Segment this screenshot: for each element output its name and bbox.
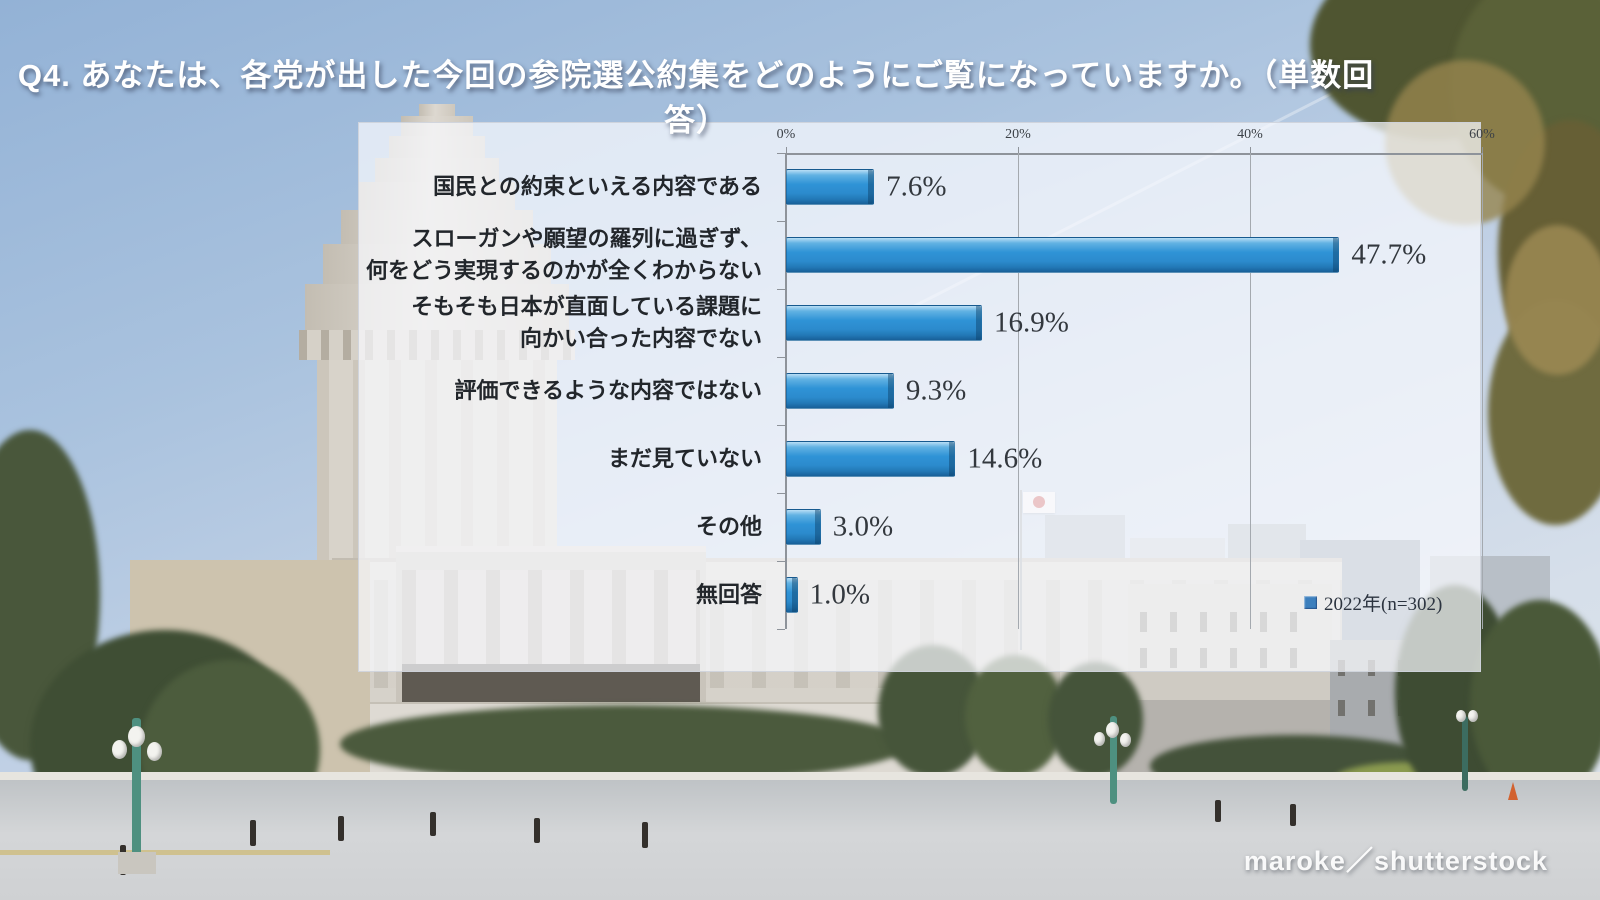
legend-label: 2022年(n=302) — [1324, 594, 1443, 615]
bollard — [338, 816, 344, 841]
value-label: 47.7% — [1351, 238, 1427, 271]
lamppost — [132, 718, 141, 858]
x-tick-label: 20% — [1005, 127, 1031, 142]
legend: 2022年(n=302) — [1304, 589, 1442, 616]
bollard — [534, 818, 540, 843]
axis-tick — [777, 561, 785, 562]
foliage-gold — [1505, 225, 1600, 375]
lamp-globe — [1106, 722, 1119, 738]
bollard — [250, 820, 256, 846]
bollard — [1290, 804, 1296, 826]
value-label: 3.0% — [832, 510, 894, 543]
stock-photo-watermark: maroke／shutterstock — [1243, 846, 1548, 876]
lamppost-base — [118, 852, 156, 874]
lamp-globe — [128, 726, 145, 747]
hedge — [340, 705, 910, 783]
axis-tick — [777, 357, 785, 358]
lamp-globe — [147, 742, 162, 761]
bollard — [1215, 800, 1221, 822]
chart-question-title: Q4. あなたは、各党が出した今回の参院選公約集をどのようにご覧になっていますか… — [17, 58, 1375, 138]
category-label: その他 — [695, 514, 762, 540]
x-tick-label: 0% — [776, 127, 796, 142]
x-axis-line — [786, 153, 1482, 155]
bar — [786, 169, 875, 205]
legend-swatch-icon — [1304, 596, 1317, 609]
traffic-cone — [1508, 782, 1518, 800]
axis-tick — [1482, 147, 1483, 153]
axis-tick — [777, 221, 785, 222]
axis-tick — [777, 629, 785, 630]
category-labels: 国民との約束といえる内容であるスローガンや願望の羅列に過ぎず、 何をどう実現する… — [359, 153, 774, 629]
bar — [786, 373, 894, 409]
lamp-globe — [1468, 710, 1478, 722]
value-label: 16.9% — [994, 306, 1069, 339]
axis-tick — [777, 153, 785, 154]
lamp-globe — [1094, 732, 1105, 746]
lamppost — [1110, 716, 1117, 804]
plaza-ground — [0, 780, 1600, 900]
value-label: 1.0% — [809, 578, 871, 611]
axis-tick — [1018, 147, 1019, 153]
gridline — [1250, 153, 1251, 629]
chart-panel: 国民との約束といえる内容であるスローガンや願望の羅列に過ぎず、 何をどう実現する… — [358, 122, 1495, 672]
axis-tick — [777, 493, 785, 494]
category-label: 国民との約束といえる内容である — [433, 174, 762, 200]
lamppost — [1462, 716, 1468, 791]
category-label: スローガンや願望の羅列に過ぎず、 何をどう実現するのかが全くわからない — [365, 226, 762, 283]
axis-tick — [786, 147, 787, 153]
gridline — [1018, 153, 1019, 629]
lamp-globe — [1456, 710, 1466, 722]
bar — [786, 237, 1340, 273]
bar — [786, 441, 956, 477]
value-label: 14.6% — [967, 442, 1043, 475]
gridline — [1482, 153, 1483, 629]
lamp-globe — [1120, 733, 1131, 747]
category-label: 評価できるような内容ではない — [454, 378, 762, 404]
axis-tick — [777, 425, 785, 426]
category-label: 無回答 — [695, 582, 762, 608]
value-label: 7.6% — [886, 170, 947, 203]
tree — [1470, 600, 1600, 805]
axis-tick — [1250, 147, 1251, 153]
x-tick-label: 60% — [1469, 127, 1495, 142]
lamp-globe — [112, 740, 127, 759]
value-label: 9.3% — [905, 374, 967, 407]
plot-area: 0% 20% 40% 60% 7.6% 47.7% 16.9% 9.3% 14.6% 3.0% 1.… — [777, 127, 1495, 630]
axis-tick — [777, 289, 785, 290]
bar — [786, 509, 821, 545]
tactile-strip — [0, 850, 330, 855]
plaza-curb — [0, 772, 1600, 782]
category-label: まだ見ていない — [607, 446, 762, 472]
category-label: そもそも日本が直面している課題に 向かい合った内容でない — [411, 294, 762, 351]
x-tick-label: 40% — [1237, 127, 1263, 142]
bar — [786, 577, 798, 613]
bar — [786, 305, 983, 341]
bollard — [642, 822, 648, 848]
round-tree — [1048, 662, 1143, 777]
bollard — [430, 812, 436, 836]
